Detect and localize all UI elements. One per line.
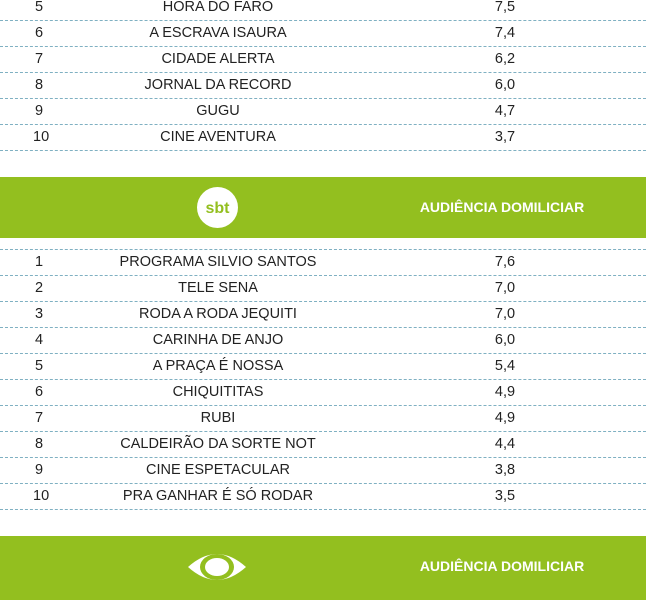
rating-value: 7,0 xyxy=(494,280,516,296)
rating-value: 3,5 xyxy=(494,488,516,504)
sbt-logo-text: sbt xyxy=(206,200,231,217)
band-section-title: AUDIÊNCIA DOMILICIAR xyxy=(419,558,585,574)
program-name: RODA A RODA JEQUITI xyxy=(139,306,297,322)
program-name: CARINHA DE ANJO xyxy=(152,332,284,348)
program-name: HORA DO FARO xyxy=(162,0,274,15)
rank: 10 xyxy=(33,129,50,145)
rating-value: 6,0 xyxy=(494,77,516,93)
rank: 8 xyxy=(34,77,44,93)
rank: 8 xyxy=(34,436,44,452)
program-name: A ESCRAVA ISAURA xyxy=(149,25,287,41)
table-row: 6 A ESCRAVA ISAURA 7,4 xyxy=(0,21,646,47)
divider xyxy=(0,249,646,250)
rank: 1 xyxy=(34,254,44,270)
rank: 5 xyxy=(34,0,44,15)
program-name: CINE AVENTURA xyxy=(160,129,276,145)
table-row: 1 PROGRAMA SILVIO SANTOS 7,6 xyxy=(0,250,646,276)
table-row: 9 GUGU 4,7 xyxy=(0,99,646,125)
rating-value: 7,4 xyxy=(494,25,516,41)
table-row: 7 RUBI 4,9 xyxy=(0,406,646,432)
program-name: PRA GANHAR É SÓ RODAR xyxy=(122,488,314,504)
table-row: 10 PRA GANHAR É SÓ RODAR 3,5 xyxy=(0,484,646,510)
rating-value: 4,9 xyxy=(494,410,516,426)
sbt-section-title: AUDIÊNCIA DOMILICIAR xyxy=(419,199,585,215)
rating-value: 7,5 xyxy=(494,0,516,15)
program-name: CALDEIRÃO DA SORTE NOT xyxy=(120,436,316,452)
table-row: 7 CIDADE ALERTA 6,2 xyxy=(0,47,646,73)
rating-value: 4,7 xyxy=(494,103,516,119)
rating-value: 7,6 xyxy=(494,254,516,270)
rank: 3 xyxy=(34,306,44,322)
rank: 7 xyxy=(34,410,44,426)
rating-value: 6,0 xyxy=(494,332,516,348)
rating-value: 7,0 xyxy=(494,306,516,322)
table-row: 10 CINE AVENTURA 3,7 xyxy=(0,125,646,151)
rating-value: 5,4 xyxy=(494,358,516,374)
rating-value: 3,7 xyxy=(494,129,516,145)
rank: 5 xyxy=(34,358,44,374)
band-section-header: AUDIÊNCIA DOMILICIAR xyxy=(0,536,646,600)
eye-logo-icon xyxy=(186,545,248,589)
table-row: 5 A PRAÇA É NOSSA 5,4 xyxy=(0,354,646,380)
sbt-section-header: sbt AUDIÊNCIA DOMILICIAR xyxy=(0,177,646,238)
table-row: 2 TELE SENA 7,0 xyxy=(0,276,646,302)
table-row: 6 CHIQUITITAS 4,9 xyxy=(0,380,646,406)
rank: 6 xyxy=(34,25,44,41)
rank: 9 xyxy=(34,462,44,478)
table-row: 8 JORNAL DA RECORD 6,0 xyxy=(0,73,646,99)
program-name: CHIQUITITAS xyxy=(172,384,264,400)
program-name: CINE ESPETACULAR xyxy=(146,462,290,478)
rating-value: 3,8 xyxy=(494,462,516,478)
rank: 2 xyxy=(34,280,44,296)
rank: 9 xyxy=(34,103,44,119)
program-name: JORNAL DA RECORD xyxy=(144,77,292,93)
rank: 7 xyxy=(34,51,44,67)
rating-value: 4,9 xyxy=(494,384,516,400)
sbt-logo-icon: sbt xyxy=(196,186,239,229)
table-row: 4 CARINHA DE ANJO 6,0 xyxy=(0,328,646,354)
table-row: 3 RODA A RODA JEQUITI 7,0 xyxy=(0,302,646,328)
table-row: 8 CALDEIRÃO DA SORTE NOT 4,4 xyxy=(0,432,646,458)
rating-value: 6,2 xyxy=(494,51,516,67)
rank: 10 xyxy=(33,488,50,504)
program-name: GUGU xyxy=(196,103,240,119)
program-name: PROGRAMA SILVIO SANTOS xyxy=(119,254,317,270)
rank: 4 xyxy=(34,332,44,348)
program-name: TELE SENA xyxy=(178,280,258,296)
rating-value: 4,4 xyxy=(494,436,516,452)
table-row: 9 CINE ESPETACULAR 3,8 xyxy=(0,458,646,484)
program-name: CIDADE ALERTA xyxy=(161,51,275,67)
program-name: A PRAÇA É NOSSA xyxy=(152,358,284,374)
rank: 6 xyxy=(34,384,44,400)
table-row: 5 HORA DO FARO 7,5 xyxy=(0,0,646,21)
program-name: RUBI xyxy=(200,410,236,426)
